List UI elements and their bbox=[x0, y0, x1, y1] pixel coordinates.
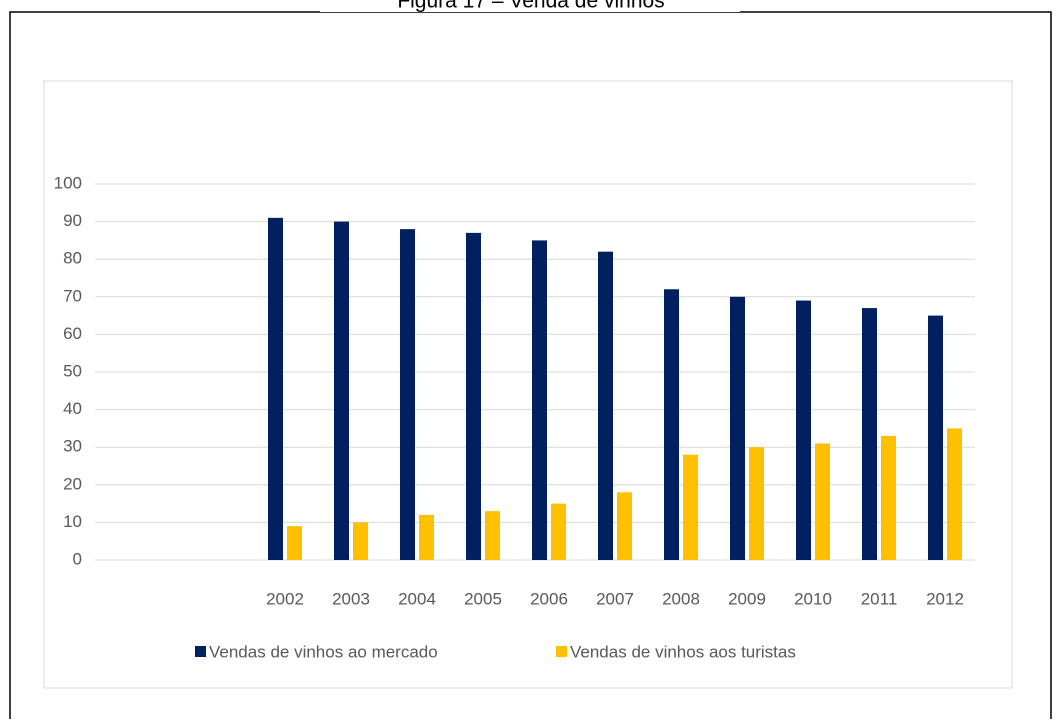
bar bbox=[947, 428, 962, 560]
bar bbox=[400, 229, 415, 560]
x-tick-label: 2012 bbox=[926, 589, 964, 608]
y-tick-label: 40 bbox=[63, 399, 82, 418]
y-tick-label: 10 bbox=[63, 512, 82, 531]
legend-swatch bbox=[195, 646, 206, 657]
bar bbox=[287, 526, 302, 560]
y-tick-label: 30 bbox=[63, 437, 82, 456]
y-tick-label: 20 bbox=[63, 474, 82, 493]
x-tick-label: 2011 bbox=[861, 589, 898, 608]
bar bbox=[815, 443, 830, 560]
bar bbox=[683, 454, 698, 560]
x-tick-label: 2002 bbox=[266, 589, 304, 608]
x-tick-label: 2004 bbox=[398, 589, 436, 608]
legend-label: Vendas de vinhos ao mercado bbox=[209, 642, 438, 661]
bar bbox=[268, 217, 283, 560]
bar bbox=[881, 435, 896, 560]
y-tick-label: 80 bbox=[63, 249, 82, 268]
bar bbox=[551, 503, 566, 560]
bar bbox=[862, 308, 877, 560]
bar bbox=[598, 251, 613, 560]
bar bbox=[664, 289, 679, 560]
chart-frame bbox=[43, 80, 1013, 689]
y-tick-label: 90 bbox=[63, 211, 82, 230]
bar bbox=[796, 300, 811, 560]
bar bbox=[466, 232, 481, 560]
y-tick-label: 60 bbox=[63, 324, 82, 343]
outer-frame bbox=[9, 11, 1052, 723]
x-tick-label: 2003 bbox=[332, 589, 370, 608]
bar bbox=[749, 447, 764, 560]
y-tick-label: 0 bbox=[73, 549, 82, 568]
bar bbox=[928, 315, 943, 560]
title-backdrop bbox=[320, 0, 740, 12]
y-tick-label: 50 bbox=[63, 361, 82, 380]
bar bbox=[485, 511, 500, 560]
x-tick-label: 2009 bbox=[728, 589, 766, 608]
y-tick-label: 70 bbox=[63, 286, 82, 305]
bar bbox=[532, 240, 547, 560]
x-tick-label: 2007 bbox=[596, 589, 634, 608]
y-tick-label: 100 bbox=[54, 173, 82, 192]
legend-label: Vendas de vinhos aos turistas bbox=[570, 642, 796, 661]
x-tick-label: 2006 bbox=[530, 589, 568, 608]
x-tick-label: 2008 bbox=[662, 589, 700, 608]
bar bbox=[617, 492, 632, 560]
bar bbox=[353, 522, 368, 560]
bar bbox=[730, 296, 745, 560]
chart-title: Figura 17 – Venda de vinhos bbox=[397, 0, 664, 13]
bar bbox=[334, 221, 349, 560]
x-tick-label: 2010 bbox=[794, 589, 832, 608]
x-tick-label: 2005 bbox=[464, 589, 502, 608]
bar bbox=[419, 514, 434, 560]
legend-swatch bbox=[556, 646, 567, 657]
